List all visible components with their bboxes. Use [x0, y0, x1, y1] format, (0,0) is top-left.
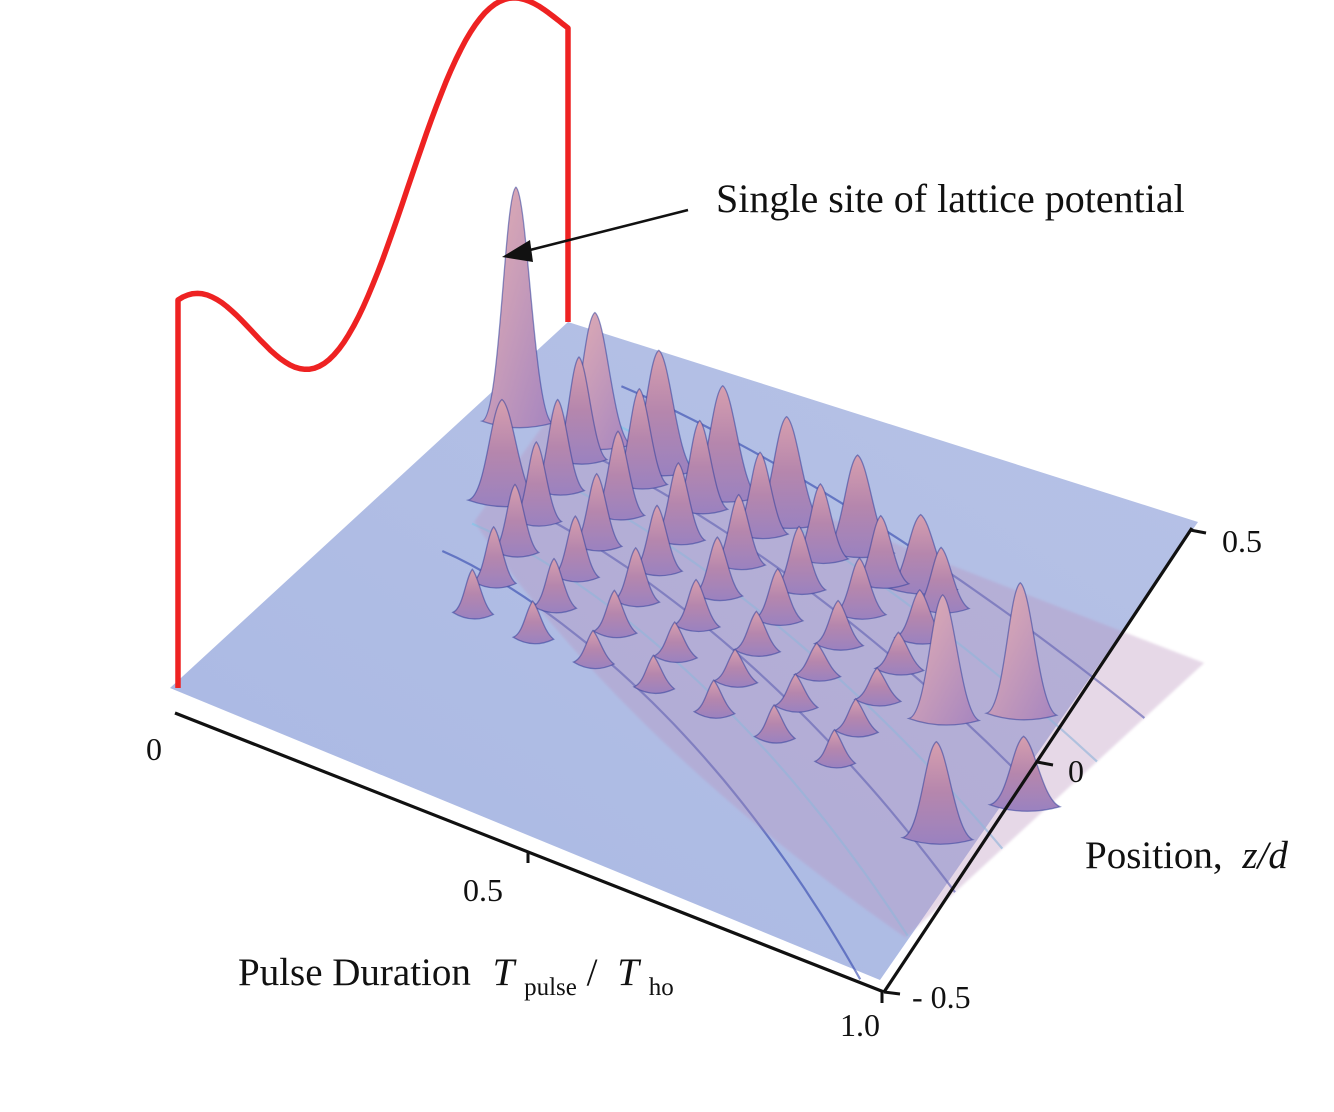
annotation-arrow [502, 208, 689, 262]
x-tick-label-0.5: 0.5 [463, 872, 503, 908]
surface-peak [692, 679, 736, 719]
surface-peak [572, 629, 616, 670]
surface-peak [531, 557, 578, 614]
surface-peak [752, 567, 805, 626]
surface-peak [571, 472, 624, 552]
surface-peak [632, 654, 676, 695]
surface-peak [479, 186, 555, 429]
surface-peak [873, 631, 926, 676]
surface-peak [712, 493, 767, 571]
surface-peak [652, 621, 699, 664]
x-axis-label-T2-sub: ho [649, 974, 674, 1001]
surface-peak [906, 594, 982, 726]
surface-peak [900, 740, 975, 845]
surface-peak [471, 525, 518, 589]
y-axis-label-var: z/d [1241, 834, 1288, 877]
y-axis-label: Position, z/d [1085, 834, 1288, 877]
surface-peak [712, 648, 759, 688]
surface-peak [984, 581, 1059, 721]
x-axis-label-T1-sub: pulse [524, 974, 577, 1001]
surface-peak [611, 546, 661, 608]
x-axis-label-T1: T [493, 951, 517, 994]
surface-peak [792, 483, 850, 565]
x-axis [174, 711, 885, 1003]
x-tick-label-1.0: 1.0 [840, 1007, 880, 1043]
lattice-potential-curve [175, 0, 571, 688]
surface-peak [773, 672, 820, 713]
x-axis-label-main: Pulse Duration [238, 951, 471, 994]
annotation-label: Single site of lattice potential [716, 176, 1185, 221]
surface-peak [833, 697, 880, 738]
surface-peak [812, 599, 865, 651]
surface-peak [692, 536, 744, 602]
surface-peak [511, 600, 555, 645]
surface-peak [753, 703, 797, 744]
surface-peak [631, 504, 684, 577]
surface-peak [772, 525, 828, 596]
surface-peak [813, 728, 857, 769]
y-tick-label-minus-0.5: - 0.5 [912, 979, 971, 1015]
surface-peak [832, 557, 888, 620]
surface-peak [793, 642, 842, 682]
y-tick-label-0: 0 [1068, 753, 1084, 789]
surface-peak [987, 735, 1062, 812]
x-axis-label-slash: / [587, 951, 598, 994]
surface-peak [732, 610, 782, 657]
surface-peak [592, 589, 639, 639]
surface-peak [511, 441, 563, 527]
x-axis-label-T2: T [617, 951, 641, 994]
y-axis [882, 527, 1207, 996]
surface-peak [551, 515, 601, 583]
surface-peak [451, 568, 495, 620]
surface-peak [672, 578, 722, 633]
surface-peak [853, 666, 903, 707]
surface-peak [852, 514, 911, 589]
y-tick-label-0.5: 0.5 [1222, 523, 1262, 559]
y-axis-label-main: Position, [1085, 834, 1223, 877]
surface-peak [531, 398, 586, 496]
surface-peak [651, 462, 707, 546]
x-axis-label: Pulse Duration T pulse / T ho [238, 951, 674, 1004]
surface-peak [491, 483, 541, 558]
x-tick-label-0: 0 [146, 731, 162, 767]
surface-features [441, 186, 1205, 980]
surface-peak [591, 430, 647, 521]
